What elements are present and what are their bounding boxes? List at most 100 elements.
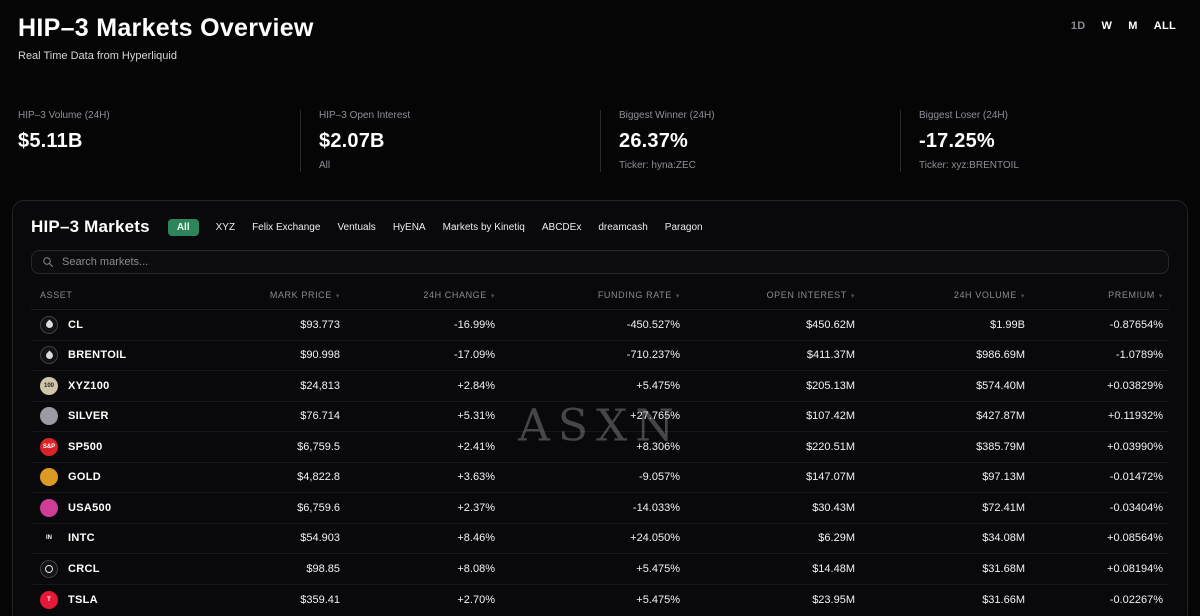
- filter-tab-paragon[interactable]: Paragon: [664, 221, 703, 233]
- table-row-xyz100[interactable]: 100 XYZ100 $24,813 +2.84% +5.475% $205.13M $57…: [31, 371, 1169, 402]
- column-header-24h-volume[interactable]: 24H VOLUME ▾: [861, 290, 1031, 300]
- funding-rate-cell: +5.475%: [636, 593, 680, 606]
- range-1d-button[interactable]: 1D: [1070, 20, 1086, 32]
- column-header-premium[interactable]: PREMIUM ▾: [1031, 290, 1169, 300]
- asset-logo-icon: IN: [46, 535, 52, 542]
- asset-cell: CRCL: [31, 559, 221, 578]
- column-header-asset[interactable]: ASSET: [31, 290, 221, 300]
- asset-logo-icon: T: [40, 590, 58, 609]
- mark-price-cell: $4,822.8: [297, 471, 340, 484]
- column-label: OPEN INTEREST: [766, 290, 847, 300]
- funding-rate-cell: -710.237%: [626, 349, 680, 362]
- column-header-24h-change[interactable]: 24H CHANGE ▾: [346, 290, 501, 300]
- filter-tab-xyz[interactable]: XYZ: [215, 221, 236, 233]
- sort-icon: ▾: [490, 293, 495, 300]
- funding-rate-cell: +24.050%: [630, 532, 680, 545]
- change-24h-cell: +8.08%: [457, 562, 495, 575]
- funding-rate-cell: -14.033%: [632, 501, 680, 514]
- column-label: PREMIUM: [1108, 290, 1155, 300]
- filter-tab-dreamcash[interactable]: dreamcash: [598, 221, 648, 233]
- mark-price-cell: $90.998: [300, 349, 340, 362]
- asset-cell: GOLD: [31, 468, 221, 487]
- change-24h-cell: -17.09%: [454, 349, 495, 362]
- change-24h-cell: +2.41%: [457, 440, 495, 453]
- stat-sub: Ticker: hyna:ZEC: [619, 160, 696, 171]
- table-row-sp500[interactable]: S&P SP500 $6,759.5 +2.41% +8.306% $220.51M $38…: [31, 432, 1169, 463]
- asset-cell: USA500: [31, 498, 221, 517]
- search-input[interactable]: [62, 256, 1158, 268]
- stat-open-interest: HIP–3 Open Interest $2.07B All: [300, 110, 600, 172]
- sort-icon: ▾: [335, 293, 340, 300]
- change-24h-cell: +3.63%: [457, 471, 495, 484]
- column-header-open-interest[interactable]: OPEN INTEREST ▾: [686, 290, 861, 300]
- asset-cell: 100 XYZ100: [31, 376, 221, 395]
- column-header-funding-rate[interactable]: FUNDING RATE ▾: [501, 290, 686, 300]
- asset-cell: BRENTOIL: [31, 346, 221, 365]
- table-row-gold[interactable]: GOLD $4,822.8 +3.63% -9.057% $147.07M $97.13M…: [31, 463, 1169, 493]
- stat-label: HIP–3 Open Interest: [319, 110, 411, 121]
- premium-cell: +0.11932%: [1107, 410, 1163, 423]
- asset-cell: T TSLA: [31, 590, 221, 609]
- ring-glyph: [45, 564, 53, 573]
- asset-ticker: TSLA: [68, 593, 98, 606]
- table-row-usa500[interactable]: USA500 $6,759.6 +2.37% -14.033% $30.43M $72.4…: [31, 493, 1169, 524]
- page-subtitle: Real Time Data from Hyperliquid: [18, 50, 177, 62]
- table-row-crcl[interactable]: CRCL $98.85 +8.08% +5.475% $14.48M $31.68M +0.…: [31, 554, 1169, 585]
- range-m-button[interactable]: M: [1128, 20, 1138, 32]
- filter-tab-ventuals[interactable]: Ventuals: [337, 221, 376, 233]
- ring-logo-icon: [40, 559, 58, 578]
- sort-icon: ▾: [850, 293, 855, 300]
- volume-24h-cell: $986.69M: [976, 349, 1025, 362]
- open-interest-cell: $30.43M: [812, 501, 855, 514]
- range-w-button[interactable]: W: [1101, 20, 1113, 32]
- filter-tab-markets-by-kinetiq[interactable]: Markets by Kinetiq: [442, 221, 525, 233]
- range-all-button[interactable]: ALL: [1153, 20, 1176, 32]
- funding-rate-cell: -9.057%: [639, 471, 680, 484]
- premium-cell: +0.08564%: [1107, 532, 1163, 545]
- table-row-silver[interactable]: SILVER $76.714 +5.31% +27.765% $107.42M $427.…: [31, 402, 1169, 432]
- markets-panel-header: HIP–3 Markets All XYZ Felix Exchange Ventua…: [31, 217, 1169, 237]
- premium-cell: +0.03990%: [1107, 440, 1163, 453]
- open-interest-cell: $205.13M: [806, 379, 855, 392]
- asset-cell: IN INTC: [31, 529, 221, 547]
- asset-logo-icon: 100: [40, 376, 58, 395]
- mark-price-cell: $6,759.5: [297, 440, 340, 453]
- filter-tab-hyena[interactable]: HyENA: [392, 221, 426, 233]
- table-row-tsla[interactable]: T TSLA $359.41 +2.70% +5.475% $23.95M $31.66M -…: [31, 585, 1169, 616]
- table-row-cl[interactable]: CL $93.773 -16.99% -450.527% $450.62M $1.99B -…: [31, 310, 1169, 341]
- volume-24h-cell: $31.68M: [982, 562, 1025, 575]
- markets-panel: HIP–3 Markets All XYZ Felix Exchange Ventua…: [12, 200, 1188, 616]
- table-header: ASSET MARK PRICE ▾ 24H CHANGE ▾ FUNDING RATE ▾…: [31, 278, 1169, 310]
- funding-rate-cell: -450.527%: [626, 318, 680, 331]
- asset-cell: S&P SP500: [31, 437, 221, 456]
- asset-ticker: SP500: [68, 440, 103, 453]
- funding-rate-cell: +27.765%: [630, 410, 680, 423]
- column-header-mark-price[interactable]: MARK PRICE ▾: [221, 290, 346, 300]
- volume-24h-cell: $97.13M: [982, 471, 1025, 484]
- volume-24h-cell: $72.41M: [982, 501, 1025, 514]
- markets-table: ASSET MARK PRICE ▾ 24H CHANGE ▾ FUNDING RATE ▾…: [31, 278, 1169, 615]
- table-row-brentoil[interactable]: BRENTOIL $90.998 -17.09% -710.237% $411.37M $…: [31, 341, 1169, 371]
- stat-sub: Ticker: xyz:BRENTOIL: [919, 160, 1020, 171]
- stat-biggest-winner: Biggest Winner (24H) 26.37% Ticker: hyna…: [600, 110, 900, 172]
- markets-panel-title: HIP–3 Markets: [31, 217, 150, 236]
- page-title: HIP–3 Markets Overview: [18, 14, 314, 42]
- premium-cell: +0.03829%: [1107, 379, 1163, 392]
- table-row-intc[interactable]: IN INTC $54.903 +8.46% +24.050% $6.29M $34.08M…: [31, 524, 1169, 554]
- asset-logo-icon: S&P: [40, 437, 58, 456]
- mark-price-cell: $24,813: [300, 379, 340, 392]
- sort-icon: ▾: [1158, 293, 1163, 300]
- stat-value: -17.25%: [919, 130, 995, 152]
- filter-tab-abcdex[interactable]: ABCDEx: [541, 221, 582, 233]
- filter-tab-all[interactable]: All: [167, 218, 199, 236]
- open-interest-cell: $14.48M: [812, 562, 855, 575]
- asset-cell: CL: [31, 315, 221, 334]
- filter-tab-felix-exchange[interactable]: Felix Exchange: [252, 221, 321, 233]
- stat-label: Biggest Loser (24H): [919, 110, 1008, 121]
- asset-ticker: CRCL: [68, 562, 100, 575]
- asset-logo-icon: [40, 407, 58, 426]
- search-bar[interactable]: [31, 250, 1169, 274]
- mark-price-cell: $6,759.6: [297, 501, 340, 514]
- change-24h-cell: +8.46%: [457, 532, 495, 545]
- premium-cell: -0.01472%: [1109, 471, 1163, 484]
